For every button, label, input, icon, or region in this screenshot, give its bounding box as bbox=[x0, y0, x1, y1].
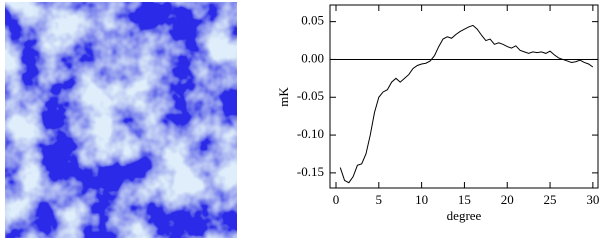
data-line bbox=[339, 24, 594, 184]
x-tick-label: 20 bbox=[501, 192, 514, 207]
y-tick-label: -0.15 bbox=[297, 164, 324, 179]
plot-frame bbox=[329, 4, 599, 189]
x-tick-label: 5 bbox=[376, 192, 383, 207]
x-tick-label: 0 bbox=[333, 192, 340, 207]
y-tick-label: 0.05 bbox=[301, 13, 324, 28]
x-tick-label: 10 bbox=[415, 192, 428, 207]
x-tick-label: 30 bbox=[586, 192, 599, 207]
y-tick-label: -0.05 bbox=[297, 88, 324, 103]
x-axis-label: degree bbox=[447, 208, 482, 223]
sky-map bbox=[4, 1, 238, 239]
y-tick-label: -0.10 bbox=[297, 126, 324, 141]
y-tick-label: 0.00 bbox=[301, 50, 324, 65]
x-tick-label: 15 bbox=[458, 192, 471, 207]
x-tick-label: 25 bbox=[544, 192, 557, 207]
y-axis-label: mK bbox=[276, 87, 291, 107]
